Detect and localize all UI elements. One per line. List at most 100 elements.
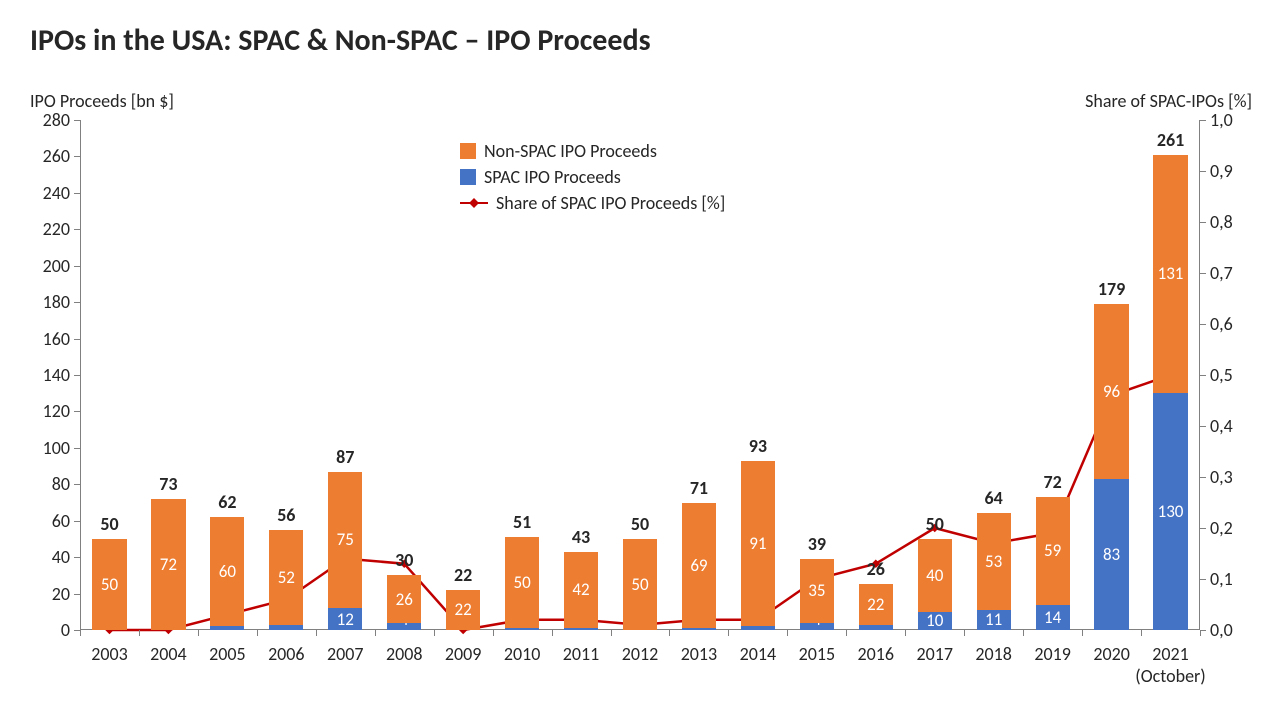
- x-axis-label: 2015: [799, 630, 836, 666]
- x-tick-mark: [669, 630, 670, 636]
- x-tick-mark: [80, 630, 81, 636]
- non-spac-value-label: 42: [572, 579, 589, 600]
- bar-segment-non-spac: 69: [682, 503, 716, 629]
- spac-value-label: 130: [1158, 501, 1184, 522]
- chart-area: 0204060801001201401601802002202402602800…: [80, 120, 1200, 630]
- x-tick-mark: [905, 630, 906, 636]
- x-axis-label: 2018: [975, 630, 1012, 666]
- x-axis-label: 2020: [1093, 630, 1130, 666]
- bar-stack: 43539: [800, 559, 834, 630]
- bar-segment-non-spac: 91: [741, 461, 775, 627]
- bar-stack: 8396179: [1094, 304, 1128, 630]
- total-value-label: 64: [985, 487, 1003, 509]
- non-spac-value-label: 50: [513, 572, 530, 593]
- non-spac-value-label: 75: [337, 529, 354, 550]
- bar-segment-non-spac: 60: [210, 517, 244, 626]
- total-value-label: 62: [218, 491, 236, 513]
- x-tick-mark: [787, 630, 788, 636]
- total-value-label: 72: [1044, 471, 1062, 493]
- bar-stack: 32226: [859, 584, 893, 630]
- total-value-label: 51: [513, 511, 531, 533]
- x-tick-mark: [198, 630, 199, 636]
- spac-value-label: 11: [985, 609, 1002, 630]
- y-left-tick-mark: [74, 339, 80, 340]
- bar-segment-spac: 83: [1094, 479, 1128, 630]
- x-axis-label: 2010: [504, 630, 541, 666]
- x-axis-label: 2003: [91, 630, 128, 666]
- y-right-tick-mark: [1200, 120, 1206, 121]
- non-spac-value-label: 35: [808, 580, 825, 601]
- bar-stack: 05050: [623, 539, 657, 630]
- bar-segment-non-spac: 53: [977, 513, 1011, 610]
- x-axis-label: 2007: [327, 630, 364, 666]
- bar-stack: 145972: [1036, 497, 1070, 630]
- x-axis-label: 2011: [563, 630, 600, 666]
- non-spac-value-label: 59: [1044, 540, 1061, 561]
- bar-stack: 05050: [92, 539, 126, 630]
- bar-segment-non-spac: 72: [151, 499, 185, 630]
- spac-value-label: 14: [1044, 607, 1061, 628]
- x-axis-label: 2017: [916, 630, 953, 666]
- y-left-tick-mark: [74, 521, 80, 522]
- x-tick-mark: [552, 630, 553, 636]
- non-spac-value-label: 22: [867, 594, 884, 615]
- y-left-tick-mark: [74, 193, 80, 194]
- bar-segment-non-spac: 22: [859, 584, 893, 624]
- x-tick-mark: [375, 630, 376, 636]
- x-tick-mark: [493, 630, 494, 636]
- y-left-tick-mark: [74, 302, 80, 303]
- non-spac-value-label: 52: [278, 567, 295, 588]
- bar-segment-spac: 10: [918, 612, 952, 630]
- y-right-tick-mark: [1200, 273, 1206, 274]
- non-spac-value-label: 53: [985, 551, 1002, 572]
- non-spac-value-label: 60: [219, 561, 236, 582]
- non-spac-value-label: 72: [160, 554, 177, 575]
- total-value-label: 93: [749, 435, 767, 457]
- x-tick-mark: [846, 630, 847, 636]
- total-value-label: 56: [277, 504, 295, 526]
- y-right-tick-mark: [1200, 477, 1206, 478]
- bar-segment-non-spac: 26: [387, 575, 421, 622]
- bar-segment-non-spac: 50: [623, 539, 657, 630]
- non-spac-value-label: 96: [1103, 381, 1120, 402]
- non-spac-value-label: 40: [926, 565, 943, 586]
- bar-stack: 42630: [387, 575, 421, 630]
- x-axis-label: 2012: [622, 630, 659, 666]
- total-value-label: 261: [1157, 129, 1184, 151]
- y-left-tick-mark: [74, 411, 80, 412]
- x-axis-label: 2016: [858, 630, 895, 666]
- y-left-tick-mark: [74, 557, 80, 558]
- x-axis-label: 2021(October): [1135, 630, 1205, 687]
- total-value-label: 39: [808, 533, 826, 555]
- bar-stack: 35256: [269, 530, 303, 630]
- total-value-label: 87: [336, 446, 354, 468]
- total-value-label: 71: [690, 477, 708, 499]
- spac-value-label: 10: [926, 610, 943, 631]
- chart-title: IPOs in the USA: SPAC & Non-SPAC – IPO P…: [30, 22, 651, 59]
- bar-segment-non-spac: 131: [1153, 155, 1187, 394]
- total-value-label: 50: [100, 513, 118, 535]
- non-spac-value-label: 50: [101, 574, 118, 595]
- bar-segment-spac: 11: [977, 610, 1011, 630]
- bar-segment-non-spac: 96: [1094, 304, 1128, 479]
- bar-segment-non-spac: 50: [505, 537, 539, 628]
- bar-stack: 115364: [977, 513, 1011, 630]
- bar-stack: 29193: [741, 461, 775, 630]
- total-value-label: 50: [631, 513, 649, 535]
- y-left-tick-mark: [74, 375, 80, 376]
- bar-segment-non-spac: 42: [564, 552, 598, 629]
- x-axis-label: 2009: [445, 630, 482, 666]
- x-axis-label: 2006: [268, 630, 305, 666]
- bar-segment-non-spac: 40: [918, 539, 952, 612]
- total-value-label: 43: [572, 526, 590, 548]
- x-axis-label: 2008: [386, 630, 423, 666]
- y-right-tick-mark: [1200, 528, 1206, 529]
- y-left-tick-mark: [74, 484, 80, 485]
- bar-segment-spac: 130: [1153, 393, 1187, 630]
- y-left-tick-mark: [74, 266, 80, 267]
- non-spac-value-label: 91: [749, 533, 766, 554]
- bar-segment-spac: 14: [1036, 605, 1070, 631]
- spac-value-label: 83: [1103, 544, 1120, 565]
- total-value-label: 73: [159, 473, 177, 495]
- spac-value-label: 12: [337, 609, 354, 630]
